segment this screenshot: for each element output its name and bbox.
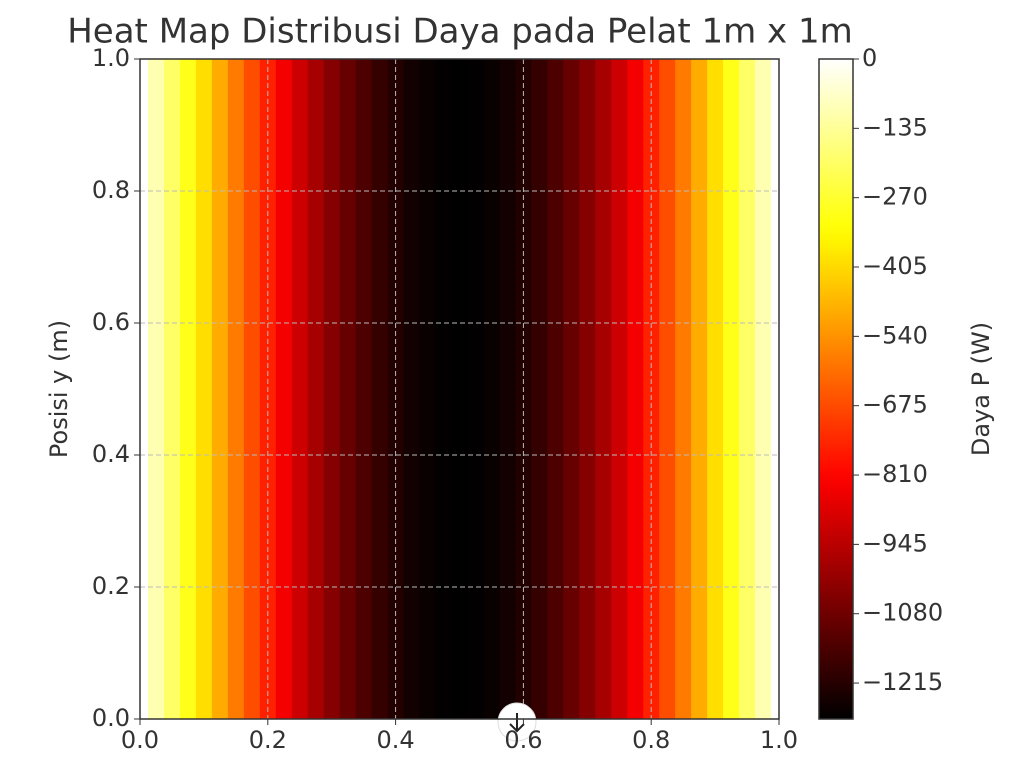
heat-column bbox=[563, 59, 580, 719]
x-tick-label: 1.0 bbox=[760, 726, 798, 754]
heat-column bbox=[675, 59, 692, 719]
x-tick-label: 0.0 bbox=[121, 726, 159, 754]
colorbar-tick-label: −1080 bbox=[862, 599, 943, 627]
plot-frame bbox=[139, 58, 780, 720]
heat-column bbox=[451, 59, 469, 719]
colorbar-tick-label: 0 bbox=[862, 44, 877, 72]
colorbar-tick-label: −810 bbox=[862, 460, 928, 488]
heat-column bbox=[339, 59, 357, 719]
colorbar-tick-label: −540 bbox=[862, 321, 928, 349]
heat-column bbox=[771, 59, 780, 719]
heat-column bbox=[323, 59, 341, 719]
heat-column bbox=[483, 59, 501, 719]
heat-column bbox=[435, 59, 453, 719]
heat-column bbox=[243, 59, 261, 719]
heat-column bbox=[227, 59, 245, 719]
heat-column bbox=[691, 59, 708, 719]
colorbar-tick-label: −405 bbox=[862, 252, 928, 280]
heat-column bbox=[627, 59, 644, 719]
x-tick-label: 0.4 bbox=[377, 726, 415, 754]
heat-column bbox=[195, 59, 213, 719]
download-button[interactable] bbox=[497, 702, 537, 742]
y-tick-label: 0.0 bbox=[92, 704, 130, 732]
plot-area bbox=[139, 58, 780, 720]
y-tick-label: 0.4 bbox=[92, 440, 130, 468]
heat-column bbox=[659, 59, 676, 719]
heat-column bbox=[499, 59, 517, 719]
y-tick-label: 1.0 bbox=[92, 44, 130, 72]
y-tick-label: 0.6 bbox=[92, 308, 130, 336]
y-axis-label: Posisi y (m) bbox=[45, 320, 73, 458]
heat-column bbox=[291, 59, 309, 719]
heat-column bbox=[739, 59, 756, 719]
heat-column bbox=[419, 59, 437, 719]
heat-column bbox=[355, 59, 373, 719]
colorbar-tick-label: −675 bbox=[862, 391, 928, 419]
heat-column bbox=[707, 59, 724, 719]
heat-column bbox=[140, 59, 149, 719]
heat-column bbox=[723, 59, 740, 719]
download-arrow[interactable] bbox=[509, 713, 525, 733]
heat-column bbox=[611, 59, 628, 719]
heat-column bbox=[595, 59, 612, 719]
heat-column bbox=[755, 59, 772, 719]
heat-column bbox=[579, 59, 596, 719]
heat-column bbox=[371, 59, 389, 719]
heat-column bbox=[163, 59, 181, 719]
colorbar: 0 −135 −270 −405 −540 −675 −810 −945 −1080 −1215 bbox=[818, 44, 943, 720]
y-tick-label: 0.2 bbox=[92, 572, 130, 600]
colorbar-tick-label: −135 bbox=[862, 113, 928, 141]
chart-title: Heat Map Distribusi Daya pada Pelat 1m x… bbox=[67, 12, 853, 52]
heat-column bbox=[147, 59, 165, 719]
heat-column bbox=[307, 59, 325, 719]
colorbar-tick-label: −1215 bbox=[862, 668, 943, 696]
heat-column bbox=[531, 59, 548, 719]
y-tick-label: 0.8 bbox=[92, 176, 130, 204]
heat-column bbox=[275, 59, 293, 719]
colorbar-scale bbox=[818, 58, 854, 720]
heat-column bbox=[179, 59, 197, 719]
heat-column bbox=[467, 59, 485, 719]
colorbar-tick-label: −945 bbox=[862, 529, 928, 557]
x-tick-label: 0.8 bbox=[632, 726, 670, 754]
heat-column bbox=[211, 59, 229, 719]
colorbar-tick-label: −270 bbox=[862, 183, 928, 211]
colorbar-label: Daya P (W) bbox=[967, 322, 995, 456]
x-tick-label: 0.6 bbox=[504, 726, 542, 754]
x-tick-label: 0.2 bbox=[249, 726, 287, 754]
heat-column bbox=[547, 59, 564, 719]
heat-column bbox=[403, 59, 421, 719]
